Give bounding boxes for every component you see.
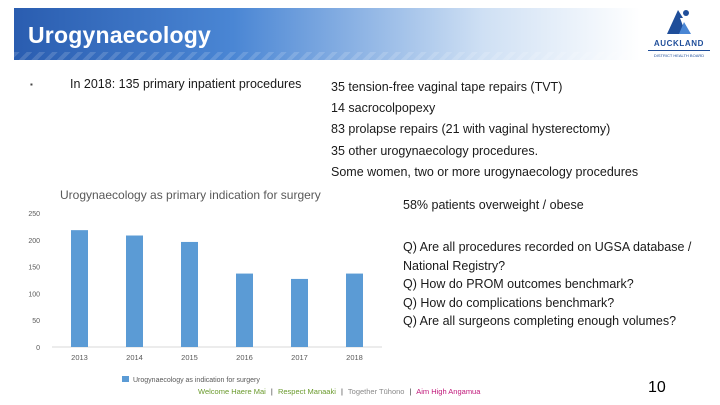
x-tick-label: 2016 — [236, 353, 253, 362]
legend-swatch — [122, 376, 129, 382]
x-tick-label: 2013 — [71, 353, 88, 362]
question-item: Q) How do PROM outcomes benchmark? — [403, 277, 634, 291]
legend-label: Urogynaecology as indication for surgery — [133, 377, 260, 384]
procedures-summary: In 2018: 135 primary inpatient procedure… — [70, 77, 302, 91]
question-item: Q) How do complications benchmark? — [403, 295, 615, 310]
y-tick-label: 200 — [28, 238, 40, 245]
stat-line: 35 other urogynaecology procedures. — [331, 143, 539, 158]
footer-value-aim-high: Aim High Angamua — [416, 387, 481, 396]
logo-name: AUCKLAND — [653, 39, 705, 48]
x-tick-label: 2014 — [126, 353, 143, 362]
slide-title: Urogynaecology — [28, 22, 212, 48]
bar-2016 — [236, 273, 253, 347]
page-number: 10 — [648, 379, 666, 396]
bullet-marker: ▪ — [30, 80, 33, 89]
overweight-stat: 58% patients overweight / obese — [403, 198, 584, 212]
stat-line: 83 prolapse repairs (21 with vaginal hys… — [331, 122, 611, 137]
question-item: Q) Are all procedures recorded on UGSA d… — [403, 240, 692, 273]
footer-separator: | — [409, 387, 412, 396]
y-tick-label: 250 — [28, 211, 40, 218]
footer-value-respect: Respect Manaaki — [277, 387, 336, 396]
y-tick-label: 0 — [36, 345, 40, 352]
x-tick-label: 2017 — [291, 353, 308, 362]
stat-line: Some women, two or more urogynaecology p… — [331, 164, 639, 179]
y-tick-label: 100 — [28, 291, 40, 298]
stat-line: 35 tension-free vaginal tape repairs (TV… — [331, 80, 563, 94]
footer-separator: | — [341, 387, 343, 396]
bar-2017 — [291, 278, 308, 347]
bar-2015 — [181, 241, 198, 347]
logo-subtitle: DISTRICT HEALTH BOARD — [653, 53, 705, 58]
footer-values: Welcome Haere Mai | Respect Manaaki | To… — [198, 387, 480, 396]
x-tick-label: 2018 — [346, 353, 363, 362]
bar-2013 — [71, 230, 88, 347]
x-tick-label: 2015 — [181, 353, 198, 362]
y-tick-label: 150 — [28, 265, 40, 272]
footer-value-together: Together Tūhono — [347, 387, 405, 396]
questions-list: Q) Are all procedures recorded on UGSA d… — [403, 238, 703, 331]
bar-2018 — [346, 273, 363, 347]
bar-2014 — [126, 235, 143, 347]
chart-title: Urogynaecology as primary indication for… — [60, 188, 321, 202]
procedure-breakdown: 35 tension-free vaginal tape repairs (TV… — [331, 77, 638, 183]
auckland-dhb-logo: AUCKLAND DISTRICT HEALTH BOARD — [644, 6, 714, 64]
surgery-bar-chart: Urogynaecology as primary indication for… — [22, 179, 390, 390]
footer-separator: | — [270, 387, 273, 396]
logo-divider — [648, 50, 710, 51]
y-tick-label: 50 — [32, 318, 40, 325]
stat-line: 14 sacrocolpopexy — [331, 101, 436, 116]
logo-mark-icon — [667, 10, 691, 34]
question-item: Q) Are all surgeons completing enough vo… — [403, 314, 677, 328]
title-banner — [14, 8, 640, 60]
footer-value-welcome: Welcome Haere Mai — [198, 387, 266, 396]
